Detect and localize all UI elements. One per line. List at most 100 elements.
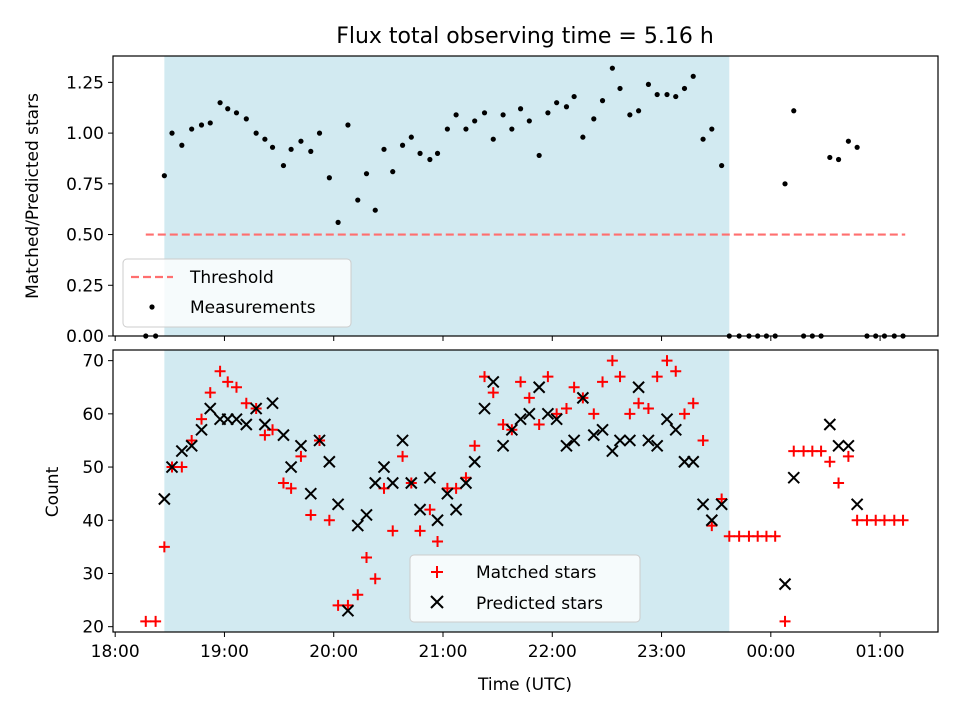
matched-star-point (259, 429, 271, 441)
ratio-y-tick-label: 0.50 (66, 226, 104, 246)
predicted-star-point (550, 412, 563, 426)
predicted-star-point (313, 434, 326, 447)
matched-star-point (397, 450, 409, 462)
predicted-star-point (696, 498, 710, 511)
measurement-point (854, 144, 860, 150)
x-tick-label: 18:00 (91, 642, 140, 662)
predicted-star-point (360, 508, 373, 522)
predicted-star-point (195, 423, 208, 437)
measurement-point (463, 126, 469, 132)
matched-star-point (487, 387, 499, 399)
matched-star-point (670, 365, 682, 377)
predicted-star-point (304, 487, 317, 500)
matched-star-point (424, 504, 436, 516)
measurement-point (526, 118, 532, 124)
measurement-point (580, 134, 586, 140)
measurement-point (782, 181, 788, 187)
predicted-star-point (351, 519, 364, 532)
matched-star-point (779, 615, 791, 627)
matched-star-point (560, 403, 572, 415)
measurement-point (179, 142, 185, 148)
matched-star-point (815, 445, 827, 457)
legend-predicted-label: Predicted stars (476, 594, 603, 614)
predicted-star-point (165, 460, 179, 474)
matched-star-point (285, 482, 297, 494)
ratio-y-tick-label: 0.00 (66, 327, 104, 347)
predicted-star-point (596, 423, 609, 437)
predicted-star-point (523, 407, 536, 421)
matched-star-point (606, 355, 618, 367)
matched-star-point (323, 514, 335, 526)
matched-star-point (523, 392, 535, 404)
count-y-axis-label: Count (43, 466, 63, 517)
matched-star-point (361, 552, 373, 564)
predicted-star-point (650, 439, 664, 452)
measurement-point (363, 171, 370, 177)
matched-star-point (661, 355, 673, 367)
measurement-point (316, 130, 323, 136)
x-axis-label: Time (UTC) (477, 675, 572, 695)
predicted-star-point (449, 503, 463, 516)
predicted-star-point (405, 476, 418, 490)
predicted-star-point (423, 471, 437, 484)
predicted-star-point (532, 381, 546, 394)
ratio-y-tick-label: 1.25 (66, 73, 104, 93)
predicted-star-point (441, 487, 454, 500)
measurement-point (719, 162, 725, 169)
measurement-point (700, 136, 706, 142)
measurement-point (627, 112, 633, 118)
measurement-point (262, 136, 268, 142)
measurement-point (554, 100, 560, 106)
measurement-point (681, 85, 688, 92)
matched-star-point (678, 408, 690, 420)
predicted-star-point (175, 444, 189, 458)
measurement-point (399, 142, 406, 148)
matched-star-point (222, 376, 234, 388)
matched-star-point (414, 525, 426, 537)
measurement-point (288, 146, 294, 152)
predicted-star-point (832, 439, 845, 452)
predicted-star-point (413, 503, 427, 516)
matched-star-point (642, 403, 654, 415)
ratio-panel: 0.00 0.25 0.50 0.75 1.00 1.25 Matched/Predict… (23, 55, 939, 347)
measurement-point (198, 122, 205, 128)
predicted-star-point (204, 402, 217, 415)
matched-star-point (533, 418, 545, 430)
measurement-point (673, 93, 679, 100)
count-legend: Matched stars Predicted stars (409, 554, 641, 623)
measurement-point (335, 219, 341, 225)
predicted-star-point (632, 381, 645, 394)
count-panel-frame (112, 349, 939, 633)
matched-star-point (614, 371, 626, 383)
measurement-point (417, 150, 423, 156)
matched-star-point (624, 408, 636, 420)
measurement-point (791, 108, 797, 114)
matched-star-point (342, 599, 354, 611)
matched-star-point (277, 477, 289, 489)
measurement-point (591, 116, 597, 122)
measurement-point (355, 197, 361, 203)
ratio-y-axis-label: Matched/Predicted stars (23, 93, 43, 299)
predicted-star-point (240, 418, 253, 431)
x-tick-label: 22:00 (528, 642, 577, 662)
legend-matched-label: Matched stars (476, 563, 596, 583)
measurement-point (609, 65, 615, 71)
predicted-star-point (185, 439, 198, 452)
predicted-star-point (487, 375, 500, 389)
count-y-tick-label: 50 (82, 458, 104, 478)
predicted-star-point (266, 397, 279, 410)
predicted-star-point (587, 428, 601, 442)
measurement-point (243, 116, 249, 122)
measurement-point (599, 98, 606, 104)
predicted-star-point (787, 471, 800, 484)
matched-star-point (651, 371, 663, 383)
ratio-y-tick-label: 0.75 (66, 175, 104, 195)
predicted-star-point (715, 498, 728, 511)
predicted-star-point (823, 418, 837, 431)
measurement-point (481, 110, 488, 116)
matched-star-point (305, 509, 317, 521)
matched-star-point (878, 514, 890, 526)
matched-star-point (469, 440, 481, 452)
measurement-point (536, 152, 542, 159)
x-tick-label: 01:00 (856, 642, 905, 662)
